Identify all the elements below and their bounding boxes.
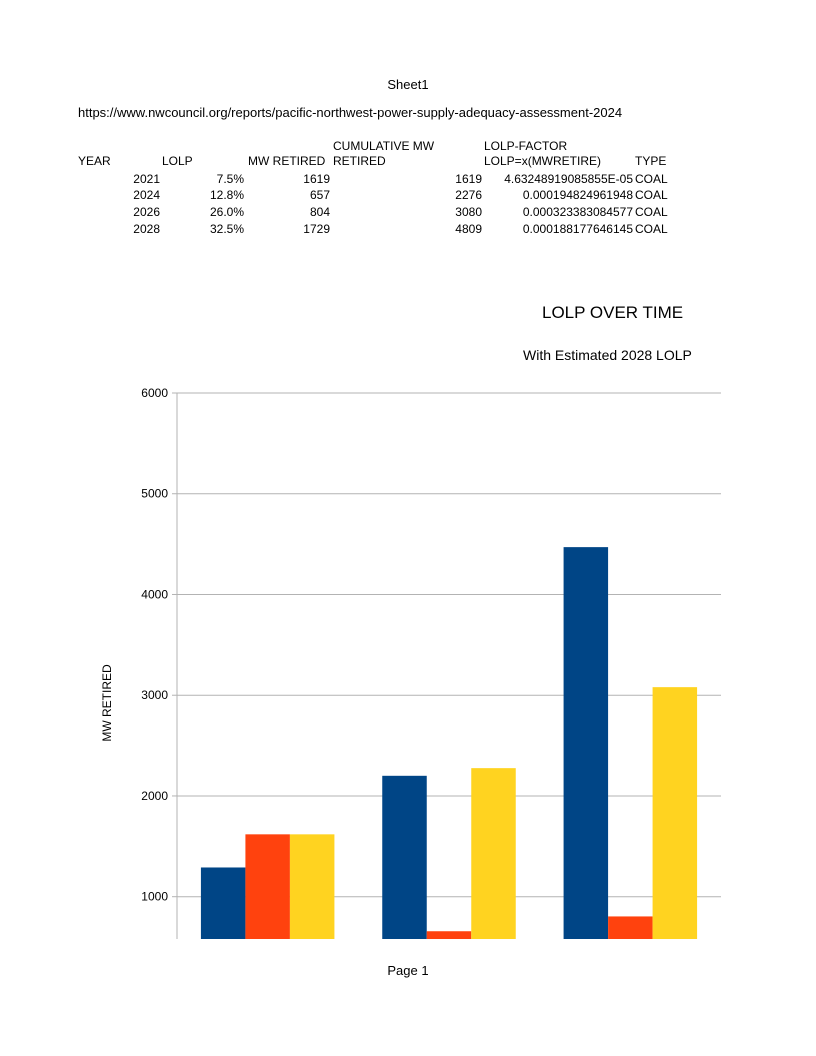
cell-type: COAL: [635, 205, 668, 219]
cell-factor: 4.63248919085855E-05: [504, 172, 633, 186]
y-tick-label: 1000: [141, 890, 168, 904]
cell-mw-retired: 1729: [303, 222, 330, 236]
bar: [652, 687, 698, 939]
header-factor-line1: LOLP-FACTOR: [484, 139, 568, 153]
cell-year: 2028: [133, 222, 160, 236]
cell-cumulative: 1619: [455, 172, 482, 186]
cell-year: 2026: [133, 205, 160, 219]
y-tick-label: 5000: [141, 487, 168, 501]
cell-mw-retired: 1619: [303, 172, 330, 186]
y-tick-label: 3000: [141, 688, 168, 702]
cell-year: 2021: [133, 172, 160, 186]
header-cumulative-line1: CUMULATIVE MW: [333, 139, 435, 153]
header-lolp: LOLP: [162, 154, 193, 168]
bar: [563, 547, 609, 939]
cell-factor: 0.000194824961948: [522, 188, 633, 202]
cell-mw-retired: 657: [309, 188, 330, 202]
header-type: TYPE: [635, 154, 667, 168]
cell-year: 2024: [133, 188, 160, 202]
bar: [289, 834, 335, 939]
cell-lolp: 26.0%: [209, 205, 244, 219]
cell-type: COAL: [635, 188, 668, 202]
cell-factor: 0.000323383084577: [522, 205, 633, 219]
cell-factor: 0.000188177646145: [522, 222, 633, 236]
cell-lolp: 12.8%: [209, 188, 244, 202]
source-url: https://www.nwcouncil.org/reports/pacifi…: [78, 105, 623, 120]
y-tick-label: 2000: [141, 789, 168, 803]
page-footer: Page 1: [387, 963, 429, 978]
header-factor-line2: LOLP=x(MWRETIRE): [484, 154, 602, 168]
chart-title: LOLP OVER TIME: [542, 303, 684, 322]
cell-lolp: 7.5%: [216, 172, 244, 186]
cell-cumulative: 4809: [455, 222, 482, 236]
cell-cumulative: 3080: [455, 205, 482, 219]
bar: [608, 916, 653, 939]
bar: [382, 775, 427, 939]
bar: [245, 834, 290, 939]
y-tick-label: 6000: [141, 386, 168, 400]
header-mw-retired: MW RETIRED: [248, 154, 326, 168]
bar: [426, 931, 472, 939]
header-cumulative-line2: RETIRED: [333, 154, 386, 168]
chart-subtitle: With Estimated 2028 LOLP: [523, 347, 692, 363]
bar: [471, 768, 516, 939]
cell-type: COAL: [635, 222, 668, 236]
header-year: YEAR: [78, 154, 111, 168]
y-tick-label: 4000: [141, 587, 168, 601]
cell-cumulative: 2276: [455, 188, 482, 202]
cell-lolp: 32.5%: [209, 222, 244, 236]
cell-mw-retired: 804: [309, 205, 330, 219]
cell-type: COAL: [635, 172, 668, 186]
sheet-title: Sheet1: [387, 77, 429, 92]
bar: [200, 867, 246, 939]
